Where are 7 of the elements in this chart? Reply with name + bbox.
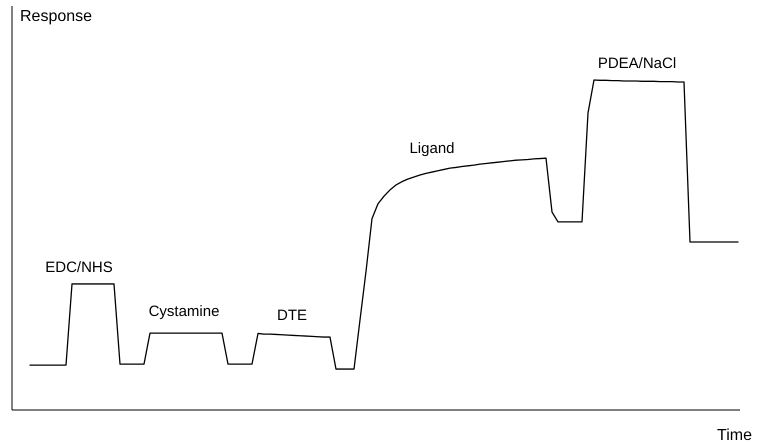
x-axis-title: Time: [717, 427, 752, 444]
text: PDEA/NaCl: [598, 55, 676, 72]
annotation: Ligand: [409, 140, 455, 157]
annotation: DTE: [277, 307, 307, 324]
annotation: EDC/NHS: [45, 259, 113, 276]
annotation: Cystamine: [148, 303, 220, 320]
y-axis-title: Response: [20, 8, 92, 25]
